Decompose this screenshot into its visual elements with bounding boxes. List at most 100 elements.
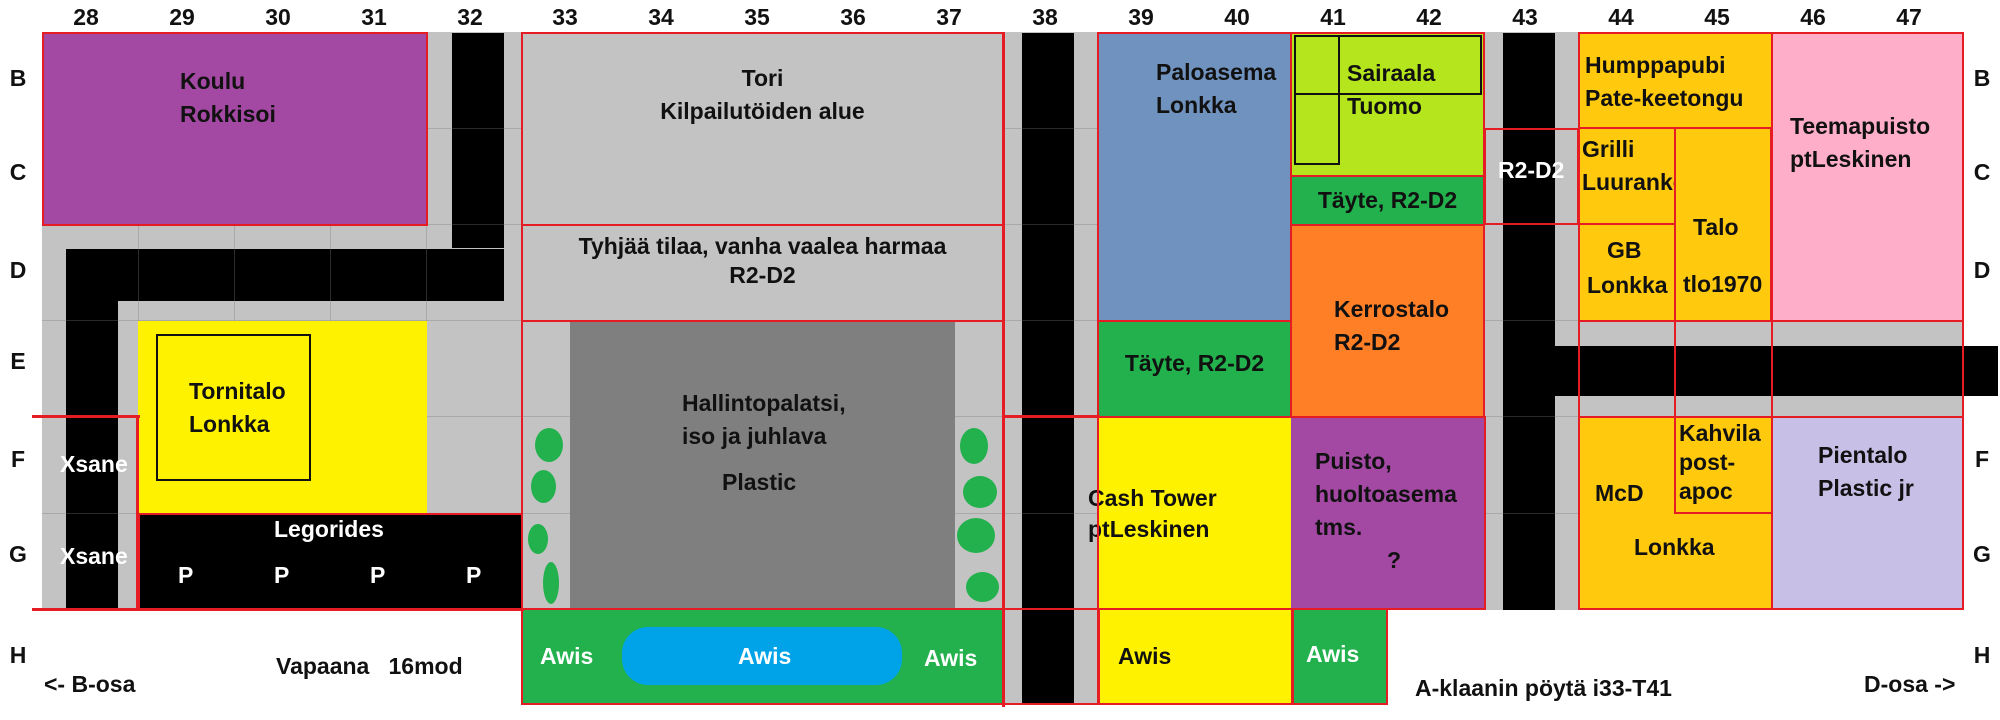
row-label: H <box>9 642 27 668</box>
column-label: 39 <box>1128 4 1154 30</box>
cash-tower-block: Cash Tower ptLeskinen <box>1088 417 1291 609</box>
tree-icon <box>957 518 995 553</box>
column-label: 32 <box>457 4 483 30</box>
row-label: F <box>1974 446 1990 472</box>
teemapuisto-block: Teemapuisto ptLeskinen <box>1772 32 1962 321</box>
tree-icon <box>963 476 997 508</box>
block-label: Tyhjää tilaa, vanha vaalea harmaa <box>578 233 947 259</box>
column-label: 29 <box>169 4 195 30</box>
bottom-free-area <box>42 610 522 710</box>
tree-icon <box>535 428 563 462</box>
road <box>1503 33 1555 610</box>
awis-block: Awis Awis Awis <box>522 610 1003 703</box>
block-label: Kerrostalo <box>1334 296 1450 322</box>
block-label: ptLeskinen <box>1790 146 1912 172</box>
row-label: D <box>9 257 27 283</box>
koulu-block: Koulu Rokkisoi <box>42 32 427 225</box>
block-label: Grilli <box>1582 136 1635 162</box>
r2d2-label: R2-D2 <box>1498 157 1565 183</box>
vapaana-label: Vapaana 16mod <box>276 653 463 679</box>
column-label: 43 <box>1512 4 1538 30</box>
block-label: Humppapubi <box>1585 52 1726 78</box>
awis-block: Awis <box>1098 610 1291 703</box>
kahvila-block: Kahvila post- apoc <box>1675 417 1772 513</box>
xsane-label: Xsane <box>60 543 128 569</box>
parking-label: P <box>178 562 194 588</box>
tori-block: Tori Kilpailutöiden alue <box>522 32 1003 225</box>
column-label: 31 <box>361 4 387 30</box>
block-label: Hallintopalatsi, <box>682 390 846 416</box>
block-label: Plastic <box>722 469 797 495</box>
xsane-label: Xsane <box>60 451 128 477</box>
block-label: Puisto, <box>1315 448 1392 474</box>
column-label: 28 <box>73 4 99 30</box>
row-label: H <box>1973 642 1991 668</box>
block-label: Täyte, R2-D2 <box>1124 350 1265 376</box>
block-label: tms. <box>1315 514 1363 540</box>
column-label: 45 <box>1704 4 1730 30</box>
road <box>452 33 504 248</box>
legorides-block: Legorides P P P P <box>138 513 523 609</box>
sidewalk-area <box>1074 610 1098 703</box>
block-label: Tori <box>741 65 784 91</box>
parking-label: P <box>274 562 290 588</box>
block-label: Lonkka <box>1156 92 1237 118</box>
sidewalk-area <box>1003 610 1022 703</box>
a-klaani-label: A-klaanin pöytä i33-T41 <box>1415 675 1672 701</box>
block-label: apoc <box>1679 478 1733 504</box>
block-label: Kahvila <box>1679 420 1761 446</box>
row-label: G <box>9 541 27 567</box>
block-label: GB <box>1607 237 1642 263</box>
column-label: 42 <box>1416 4 1442 30</box>
column-label: 34 <box>648 4 674 30</box>
block-label: iso ja juhlava <box>682 423 827 449</box>
block-label: Awis <box>738 643 792 669</box>
humppapubi-block: Humppapubi Pate-keetongu <box>1579 32 1772 128</box>
block-label: Lonkka <box>1634 534 1715 560</box>
block-label: Lonkka <box>1587 272 1668 298</box>
tree-icon <box>543 562 559 604</box>
talo-block: Talo tlo1970 <box>1675 128 1772 321</box>
block-label: R2-D2 <box>729 262 796 288</box>
tayte-block: Täyte, R2-D2 <box>1098 321 1291 417</box>
tree-icon <box>966 572 999 602</box>
awis-block: Awis <box>1291 610 1386 703</box>
column-label: 46 <box>1800 4 1826 30</box>
block-label: Paloasema <box>1156 59 1277 85</box>
road <box>66 249 118 609</box>
column-label: 47 <box>1896 4 1922 30</box>
block-label: Luuranko <box>1582 169 1687 195</box>
block-label: Awis <box>1118 643 1172 669</box>
block-label: Cash Tower <box>1088 485 1217 511</box>
block-label: Sairaala <box>1347 60 1436 86</box>
block-label: Täyte, R2-D2 <box>1317 187 1458 213</box>
block-label: Teemapuisto <box>1790 113 1931 139</box>
row-label: C <box>1973 159 1991 185</box>
tree-icon <box>531 470 556 503</box>
block-label: Legorides <box>274 516 384 542</box>
row-label: C <box>9 159 27 185</box>
row-label: G <box>1973 541 1991 567</box>
d-osa-label: D-osa -> <box>1864 671 1956 697</box>
column-label: 37 <box>936 4 962 30</box>
block-label: R2-D2 <box>1334 329 1401 355</box>
row-label: E <box>10 348 26 374</box>
block-label: Lonkka <box>189 411 270 437</box>
column-label: 33 <box>552 4 578 30</box>
block-label: Talo <box>1693 214 1739 240</box>
block-label: ptLeskinen <box>1088 516 1210 542</box>
row-label: D <box>1973 257 1991 283</box>
block-label: Pientalo <box>1818 442 1908 468</box>
puisto-block: Puisto, huoltoasema tms. ? <box>1291 417 1484 609</box>
tree-icon <box>528 524 548 554</box>
block-label: ? <box>1387 547 1402 573</box>
block-label: Tuomo <box>1347 93 1422 119</box>
sairaala-block: Sairaala Tuomo <box>1291 32 1484 176</box>
column-label: 38 <box>1032 4 1058 30</box>
gb-block: GB Lonkka <box>1579 224 1675 321</box>
tornitalo-block: Tornitalo Lonkka <box>138 321 427 513</box>
kerrostalo-block: Kerrostalo R2-D2 <box>1291 225 1484 417</box>
block-label: tlo1970 <box>1683 271 1763 297</box>
row-label: B <box>9 65 27 91</box>
